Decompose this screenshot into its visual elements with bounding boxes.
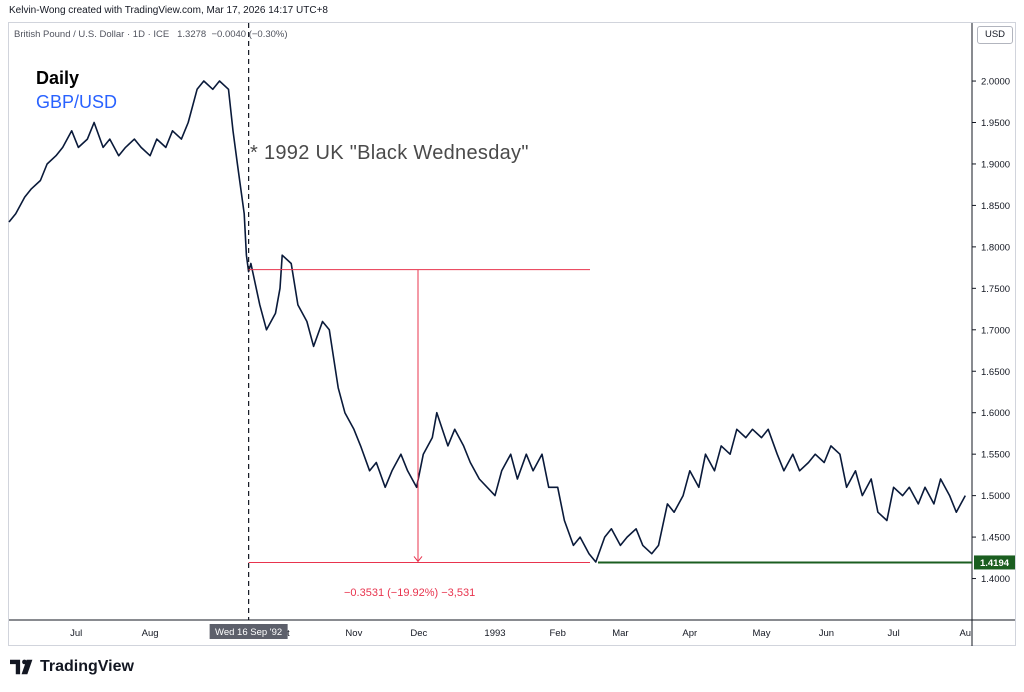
pair-label: GBP/USD xyxy=(36,92,118,112)
y-tick-label: 1.8500 xyxy=(981,201,1010,212)
y-tick-label: 1.6000 xyxy=(981,408,1010,419)
currency-selector[interactable]: USD xyxy=(977,26,1013,44)
x-tick-label: Mar xyxy=(612,628,628,639)
measure-arrow-head xyxy=(413,556,423,563)
x-tick-label: 1993 xyxy=(484,628,505,639)
x-tick-label: Jul xyxy=(70,628,82,639)
y-tick-label: 1.8000 xyxy=(981,242,1010,253)
y-tick-label: 1.4500 xyxy=(981,533,1010,544)
brand-name: TradingView xyxy=(40,658,134,675)
last-price-badge xyxy=(974,555,1015,570)
x-tick-label: Apr xyxy=(682,628,697,639)
tradingview-logo-icon xyxy=(10,659,33,675)
event-annotation[interactable]: * 1992 UK "Black Wednesday" xyxy=(250,142,529,164)
y-tick-label: 1.4000 xyxy=(981,574,1010,585)
price-line-gbpusd xyxy=(8,80,967,563)
y-tick-label: 1.7500 xyxy=(981,284,1010,295)
y-tick-label: 1.9500 xyxy=(981,118,1010,129)
timeframe-label: Daily xyxy=(36,68,80,88)
last-price-label: 1.4194 xyxy=(980,558,1010,569)
crosshair-date-label: Wed 16 Sep '92 xyxy=(215,627,282,638)
y-tick-label: 1.6500 xyxy=(981,367,1010,378)
y-tick-label: 1.5500 xyxy=(981,450,1010,461)
x-tick-label: Nov xyxy=(345,628,362,639)
y-tick-label: 1.7000 xyxy=(981,325,1010,336)
x-tick-label: Jun xyxy=(819,628,834,639)
y-tick-label: 1.5000 xyxy=(981,491,1010,502)
x-tick-label: Jul xyxy=(888,628,900,639)
y-tick-label: 2.0000 xyxy=(981,77,1010,88)
x-tick-label: Feb xyxy=(549,628,565,639)
x-tick-label: Dec xyxy=(410,628,427,639)
y-tick-label: 1.9000 xyxy=(981,159,1010,170)
x-tick-label: Aug xyxy=(142,628,159,639)
symbol-legend[interactable]: British Pound / U.S. Dollar · 1D · ICE 1… xyxy=(14,29,288,40)
chart-frame xyxy=(8,22,1016,646)
x-tick-label: Au xyxy=(959,628,971,639)
measure-label: −0.3531 (−19.92%) −3,531 xyxy=(344,587,476,599)
attribution-text: Kelvin-Wong created with TradingView.com… xyxy=(9,5,328,16)
x-tick-label: May xyxy=(753,628,771,639)
brand-logo[interactable]: TradingView xyxy=(10,658,134,676)
crosshair-date-badge xyxy=(209,624,288,639)
